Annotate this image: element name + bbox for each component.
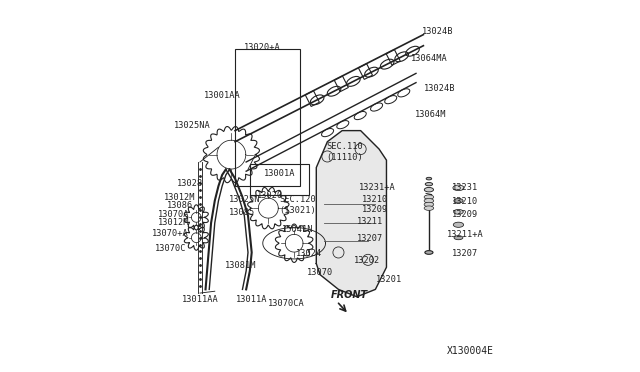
Text: 13024: 13024	[296, 250, 322, 259]
Ellipse shape	[424, 195, 434, 199]
Text: 13070A: 13070A	[159, 210, 190, 219]
Text: 13070+A: 13070+A	[152, 229, 189, 238]
Text: 13064MA: 13064MA	[410, 54, 447, 63]
Text: 13211: 13211	[356, 217, 383, 226]
Text: 13001A: 13001A	[264, 169, 295, 177]
Text: 13070: 13070	[307, 268, 333, 277]
Text: SEC.110
(11110): SEC.110 (11110)	[327, 142, 364, 162]
Text: 13231: 13231	[452, 183, 478, 192]
Text: FRONT: FRONT	[330, 289, 367, 299]
Text: 13012M: 13012M	[164, 193, 195, 202]
Polygon shape	[316, 131, 387, 297]
Ellipse shape	[424, 206, 434, 211]
Text: 13020: 13020	[257, 191, 284, 200]
Bar	[235, 49, 300, 186]
Text: 13024B: 13024B	[422, 27, 454, 36]
Ellipse shape	[425, 183, 433, 186]
Text: 13209: 13209	[362, 205, 388, 214]
Text: 13001AA: 13001AA	[204, 91, 241, 100]
Text: 13020+A: 13020+A	[244, 43, 281, 52]
Text: 13024B: 13024B	[424, 84, 456, 93]
Ellipse shape	[425, 251, 433, 254]
Text: 13064M: 13064M	[415, 109, 447, 119]
Ellipse shape	[426, 177, 432, 180]
Text: 13085: 13085	[229, 208, 255, 217]
Text: 13210: 13210	[362, 195, 388, 204]
Ellipse shape	[424, 202, 434, 207]
Text: 13012M: 13012M	[159, 218, 190, 227]
Text: 13207: 13207	[356, 234, 383, 243]
Ellipse shape	[454, 209, 463, 214]
Ellipse shape	[424, 187, 433, 192]
Text: 13011AA: 13011AA	[182, 295, 218, 304]
Text: 15041N: 15041N	[282, 225, 314, 234]
Text: 13070CA: 13070CA	[268, 299, 305, 308]
Ellipse shape	[424, 199, 434, 203]
Text: 13025N: 13025N	[228, 195, 260, 204]
Ellipse shape	[453, 185, 464, 190]
Ellipse shape	[454, 235, 463, 240]
Text: SEC.120
(13021): SEC.120 (13021)	[280, 196, 316, 215]
Text: 13025NA: 13025NA	[174, 121, 211, 129]
Text: 13209: 13209	[452, 210, 478, 219]
Text: 13211+A: 13211+A	[447, 230, 483, 239]
Text: 13011A: 13011A	[236, 295, 268, 304]
Text: 13070C: 13070C	[155, 244, 186, 253]
Text: 13086: 13086	[166, 201, 193, 211]
Text: 13081M: 13081M	[225, 261, 257, 270]
Ellipse shape	[453, 222, 463, 227]
Text: 13207: 13207	[452, 249, 478, 258]
Bar	[250, 164, 309, 195]
Text: 13201: 13201	[376, 275, 403, 283]
Text: 13202: 13202	[354, 256, 380, 265]
Text: 13028: 13028	[177, 179, 203, 187]
Text: 13231+A: 13231+A	[359, 183, 396, 192]
Text: X130004E: X130004E	[447, 346, 493, 356]
Text: 13210: 13210	[452, 197, 478, 206]
Ellipse shape	[454, 199, 463, 203]
